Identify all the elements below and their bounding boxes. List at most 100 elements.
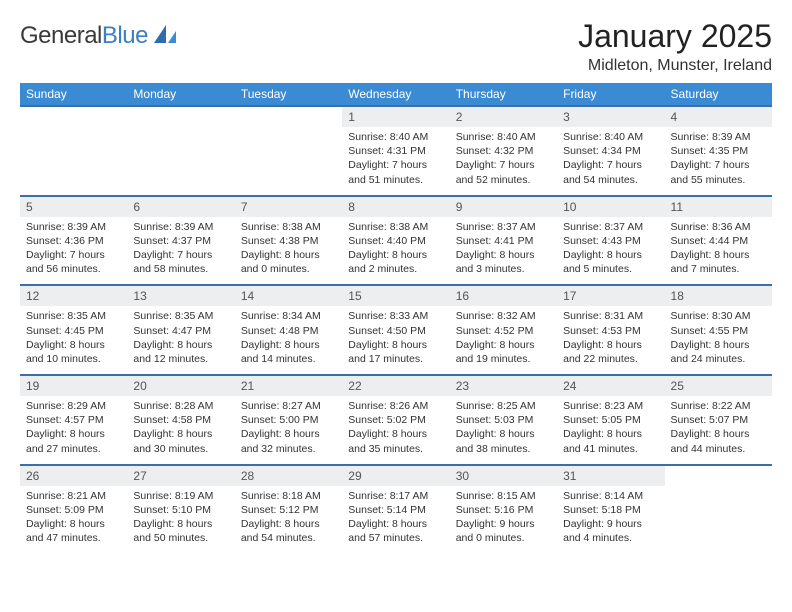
- day-sunrise: Sunrise: 8:30 AM: [671, 309, 766, 323]
- day-body: [127, 125, 234, 183]
- day-body: Sunrise: 8:32 AMSunset: 4:52 PMDaylight:…: [450, 306, 557, 374]
- weekday-header: Tuesday: [235, 83, 342, 106]
- day-body: Sunrise: 8:39 AMSunset: 4:36 PMDaylight:…: [20, 217, 127, 285]
- day-body: Sunrise: 8:36 AMSunset: 4:44 PMDaylight:…: [665, 217, 772, 285]
- calendar-week: 12Sunrise: 8:35 AMSunset: 4:45 PMDayligh…: [20, 285, 772, 375]
- calendar-day: 31Sunrise: 8:14 AMSunset: 5:18 PMDayligh…: [557, 465, 664, 554]
- day-sunrise: Sunrise: 8:39 AM: [671, 130, 766, 144]
- day-body: [235, 125, 342, 183]
- day-body: Sunrise: 8:38 AMSunset: 4:40 PMDaylight:…: [342, 217, 449, 285]
- day-body: Sunrise: 8:37 AMSunset: 4:43 PMDaylight:…: [557, 217, 664, 285]
- day-number: 4: [665, 107, 772, 127]
- day-body: Sunrise: 8:21 AMSunset: 5:09 PMDaylight:…: [20, 486, 127, 554]
- day-body: Sunrise: 8:38 AMSunset: 4:38 PMDaylight:…: [235, 217, 342, 285]
- day-body: Sunrise: 8:19 AMSunset: 5:10 PMDaylight:…: [127, 486, 234, 554]
- day-sunset: Sunset: 4:38 PM: [241, 234, 336, 248]
- day-sunset: Sunset: 4:53 PM: [563, 324, 658, 338]
- day-body: Sunrise: 8:39 AMSunset: 4:35 PMDaylight:…: [665, 127, 772, 195]
- day-daylight: Daylight: 7 hours and 55 minutes.: [671, 158, 766, 186]
- weekday-header: Monday: [127, 83, 234, 106]
- day-body: Sunrise: 8:18 AMSunset: 5:12 PMDaylight:…: [235, 486, 342, 554]
- day-daylight: Daylight: 7 hours and 51 minutes.: [348, 158, 443, 186]
- day-sunset: Sunset: 4:40 PM: [348, 234, 443, 248]
- day-number: 17: [557, 286, 664, 306]
- brand-text: GeneralBlue: [20, 22, 148, 50]
- day-body: Sunrise: 8:34 AMSunset: 4:48 PMDaylight:…: [235, 306, 342, 374]
- location-text: Midleton, Munster, Ireland: [578, 57, 772, 75]
- calendar-day: 30Sunrise: 8:15 AMSunset: 5:16 PMDayligh…: [450, 465, 557, 554]
- day-sunrise: Sunrise: 8:40 AM: [348, 130, 443, 144]
- day-sunrise: Sunrise: 8:32 AM: [456, 309, 551, 323]
- day-daylight: Daylight: 8 hours and 2 minutes.: [348, 248, 443, 276]
- calendar-day: 20Sunrise: 8:28 AMSunset: 4:58 PMDayligh…: [127, 375, 234, 465]
- day-sunset: Sunset: 5:09 PM: [26, 503, 121, 517]
- calendar-week: 1Sunrise: 8:40 AMSunset: 4:31 PMDaylight…: [20, 106, 772, 196]
- day-sunrise: Sunrise: 8:27 AM: [241, 399, 336, 413]
- day-number: [235, 107, 342, 125]
- day-daylight: Daylight: 8 hours and 54 minutes.: [241, 517, 336, 545]
- day-number: 5: [20, 197, 127, 217]
- day-sunset: Sunset: 4:43 PM: [563, 234, 658, 248]
- day-daylight: Daylight: 7 hours and 58 minutes.: [133, 248, 228, 276]
- day-body: Sunrise: 8:27 AMSunset: 5:00 PMDaylight:…: [235, 396, 342, 464]
- calendar-day: 14Sunrise: 8:34 AMSunset: 4:48 PMDayligh…: [235, 285, 342, 375]
- day-number: [127, 107, 234, 125]
- day-number: 14: [235, 286, 342, 306]
- day-sunset: Sunset: 4:48 PM: [241, 324, 336, 338]
- month-title: January 2025: [578, 18, 772, 55]
- day-sunset: Sunset: 5:14 PM: [348, 503, 443, 517]
- day-number: [665, 466, 772, 484]
- day-daylight: Daylight: 7 hours and 52 minutes.: [456, 158, 551, 186]
- day-daylight: Daylight: 8 hours and 57 minutes.: [348, 517, 443, 545]
- day-sunrise: Sunrise: 8:18 AM: [241, 489, 336, 503]
- day-sunset: Sunset: 5:12 PM: [241, 503, 336, 517]
- calendar-page: GeneralBlue January 2025 Midleton, Munst…: [0, 0, 792, 612]
- day-number: 1: [342, 107, 449, 127]
- weekday-header: Friday: [557, 83, 664, 106]
- calendar-day: 1Sunrise: 8:40 AMSunset: 4:31 PMDaylight…: [342, 106, 449, 196]
- day-number: 16: [450, 286, 557, 306]
- day-sunrise: Sunrise: 8:28 AM: [133, 399, 228, 413]
- day-body: Sunrise: 8:17 AMSunset: 5:14 PMDaylight:…: [342, 486, 449, 554]
- page-header: GeneralBlue January 2025 Midleton, Munst…: [20, 18, 772, 75]
- day-daylight: Daylight: 7 hours and 56 minutes.: [26, 248, 121, 276]
- calendar-day: 13Sunrise: 8:35 AMSunset: 4:47 PMDayligh…: [127, 285, 234, 375]
- calendar-day: 21Sunrise: 8:27 AMSunset: 5:00 PMDayligh…: [235, 375, 342, 465]
- day-sunset: Sunset: 4:44 PM: [671, 234, 766, 248]
- day-daylight: Daylight: 8 hours and 50 minutes.: [133, 517, 228, 545]
- calendar-day: 24Sunrise: 8:23 AMSunset: 5:05 PMDayligh…: [557, 375, 664, 465]
- day-number: 21: [235, 376, 342, 396]
- day-sunrise: Sunrise: 8:34 AM: [241, 309, 336, 323]
- day-number: 8: [342, 197, 449, 217]
- day-sunrise: Sunrise: 8:14 AM: [563, 489, 658, 503]
- day-daylight: Daylight: 8 hours and 35 minutes.: [348, 427, 443, 455]
- day-daylight: Daylight: 9 hours and 0 minutes.: [456, 517, 551, 545]
- calendar-day: 10Sunrise: 8:37 AMSunset: 4:43 PMDayligh…: [557, 196, 664, 286]
- day-number: 18: [665, 286, 772, 306]
- day-sunrise: Sunrise: 8:38 AM: [348, 220, 443, 234]
- calendar-day: 6Sunrise: 8:39 AMSunset: 4:37 PMDaylight…: [127, 196, 234, 286]
- day-sunset: Sunset: 4:36 PM: [26, 234, 121, 248]
- calendar-week: 26Sunrise: 8:21 AMSunset: 5:09 PMDayligh…: [20, 465, 772, 554]
- day-body: Sunrise: 8:22 AMSunset: 5:07 PMDaylight:…: [665, 396, 772, 464]
- calendar-day: 25Sunrise: 8:22 AMSunset: 5:07 PMDayligh…: [665, 375, 772, 465]
- day-sunset: Sunset: 4:37 PM: [133, 234, 228, 248]
- day-sunset: Sunset: 5:05 PM: [563, 413, 658, 427]
- day-number: [20, 107, 127, 125]
- calendar-day: 12Sunrise: 8:35 AMSunset: 4:45 PMDayligh…: [20, 285, 127, 375]
- calendar-day: 4Sunrise: 8:39 AMSunset: 4:35 PMDaylight…: [665, 106, 772, 196]
- day-body: Sunrise: 8:35 AMSunset: 4:47 PMDaylight:…: [127, 306, 234, 374]
- calendar-day: 5Sunrise: 8:39 AMSunset: 4:36 PMDaylight…: [20, 196, 127, 286]
- brand-word1: General: [20, 22, 102, 49]
- day-sunset: Sunset: 5:16 PM: [456, 503, 551, 517]
- day-daylight: Daylight: 8 hours and 12 minutes.: [133, 338, 228, 366]
- day-sunrise: Sunrise: 8:35 AM: [133, 309, 228, 323]
- day-body: Sunrise: 8:40 AMSunset: 4:31 PMDaylight:…: [342, 127, 449, 195]
- day-sunrise: Sunrise: 8:37 AM: [563, 220, 658, 234]
- day-body: [665, 484, 772, 542]
- weekday-header: Wednesday: [342, 83, 449, 106]
- day-sunrise: Sunrise: 8:33 AM: [348, 309, 443, 323]
- day-sunset: Sunset: 4:50 PM: [348, 324, 443, 338]
- calendar-day: [127, 106, 234, 196]
- calendar-day: 19Sunrise: 8:29 AMSunset: 4:57 PMDayligh…: [20, 375, 127, 465]
